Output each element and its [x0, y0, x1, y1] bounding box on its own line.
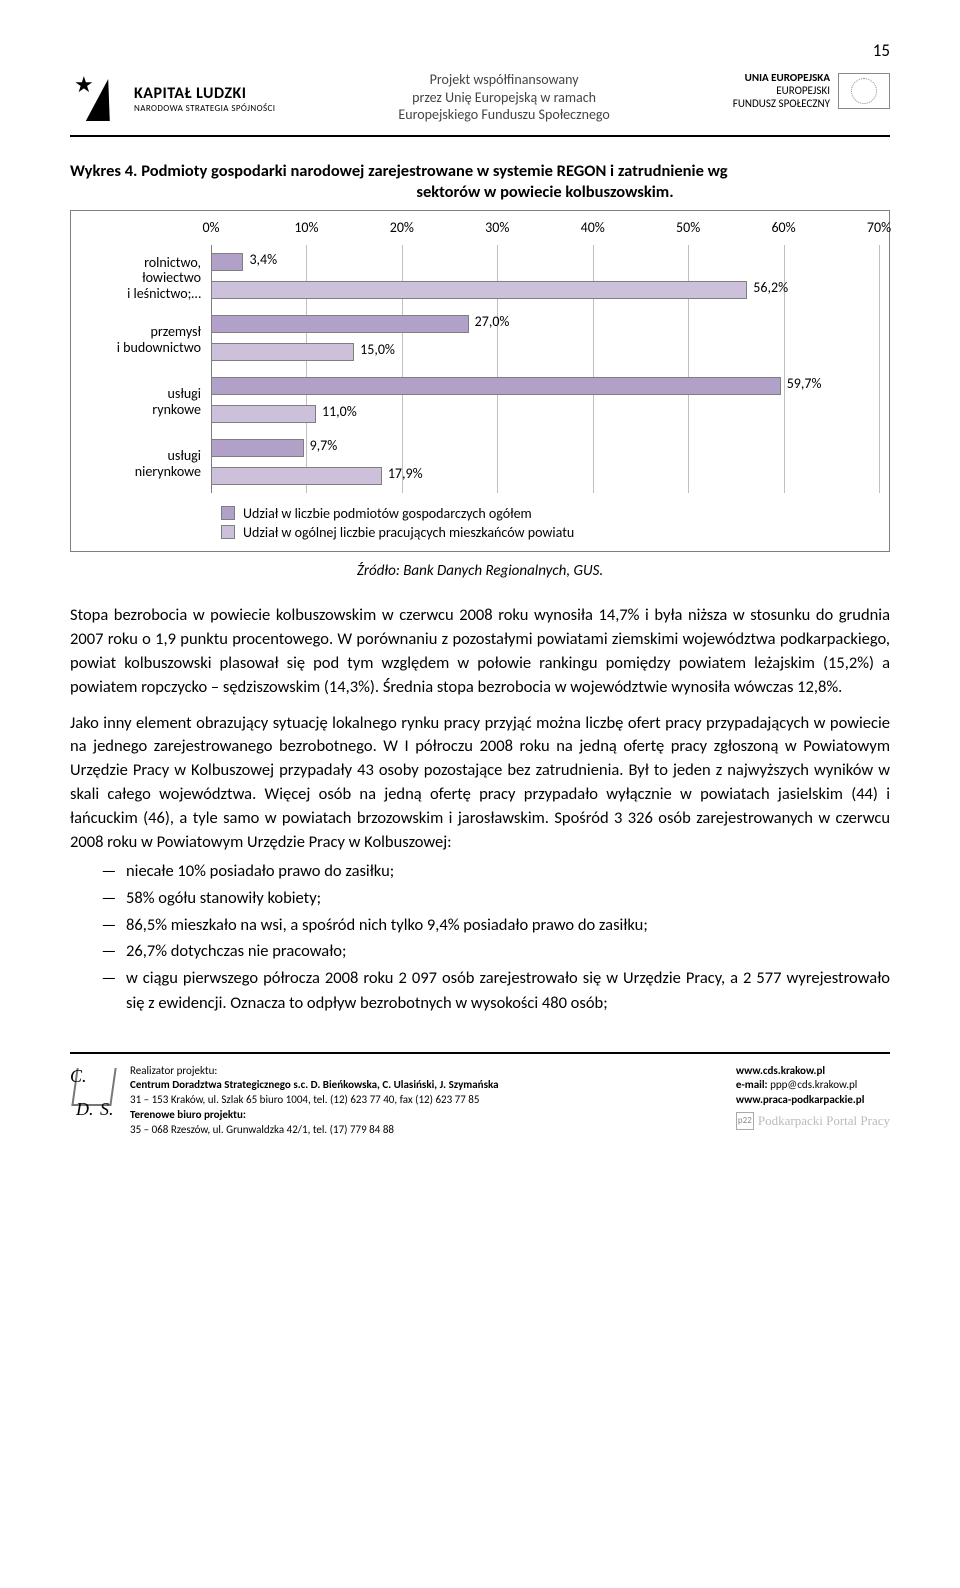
footer-rule: C.D.S. Realizator projektu: Centrum Dora… [70, 1052, 890, 1138]
bar-group: 3,4% 56,2% [211, 249, 879, 311]
chart-block: Wykres 4. Podmioty gospodarki narodowej … [70, 161, 890, 552]
chart-title-row2: sektorów w powiecie kolbuszowskim. [70, 182, 890, 203]
portal-text: Podkarpacki Portal Pracy [758, 1112, 890, 1130]
header-left: KAPITAŁ LUDZKI NARODOWA STRATEGIA SPÓJNO… [70, 71, 275, 127]
list-item: 26,7% dotychczas nie pracowało; [120, 939, 890, 964]
chart-title: Wykres 4. Podmioty gospodarki narodowej … [70, 161, 890, 204]
bar-group: 27,0% 15,0% [211, 311, 879, 373]
bar [211, 315, 469, 333]
y-category-label: usługirynkowe [81, 371, 211, 433]
header-right: UNIA EUROPEJSKA EUROPEJSKI FUNDUSZ SPOŁE… [733, 71, 890, 111]
x-tick: 0% [202, 219, 219, 236]
y-category-label: rolnictwo,łowiectwoi leśnictwo;… [81, 247, 211, 309]
footer-site2: www.praca-podkarpackie.pl [736, 1093, 890, 1108]
footer-email-label: e-mail: [736, 1078, 768, 1091]
footer-left: C.D.S. Realizator projektu: Centrum Dora… [70, 1064, 499, 1138]
header-left-title: KAPITAŁ LUDZKI [134, 84, 275, 103]
paragraph-2: Jako inny element obrazujący sytuację lo… [70, 712, 890, 856]
bar-value-label: 11,0% [322, 403, 357, 420]
bar-row: 9,7% [211, 435, 879, 461]
header-right-line3: FUNDUSZ SPOŁECZNY [733, 97, 830, 110]
page-number: 15 [70, 40, 890, 61]
bar [211, 377, 781, 395]
bar-value-label: 15,0% [360, 341, 395, 358]
chart-source: Źródło: Bank Danych Regionalnych, GUS. [70, 562, 890, 580]
x-tick: 70% [867, 219, 891, 236]
x-tick: 50% [676, 219, 700, 236]
bar [211, 343, 354, 361]
legend-item: Udział w ogólnej liczbie pracujących mie… [221, 524, 879, 541]
kapital-ludzki-logo-icon [70, 71, 126, 127]
x-tick: 30% [485, 219, 509, 236]
bar-value-label: 59,7% [787, 375, 822, 392]
x-tick: 40% [581, 219, 605, 236]
bar [211, 439, 304, 457]
bar-row: 59,7% [211, 373, 879, 399]
list-item: 58% ogółu stanowiły kobiety; [120, 886, 890, 911]
cds-logo-icon: C.D.S. [70, 1064, 120, 1120]
bar-row: 3,4% [211, 249, 879, 275]
footer-org: Centrum Doradztwa Strategicznego s.c. D.… [130, 1078, 499, 1093]
bar [211, 281, 747, 299]
list-item: niecałe 10% posiadało prawo do zasiłku; [120, 859, 890, 884]
bar [211, 467, 382, 485]
bar-row: 15,0% [211, 339, 879, 365]
x-tick: 60% [771, 219, 795, 236]
y-category-label: przemysłi budownictwo [81, 309, 211, 371]
bar-value-label: 27,0% [475, 313, 510, 330]
chart-title-row1: Wykres 4. Podmioty gospodarki narodowej … [70, 161, 890, 182]
header-center-line1: Projekt współfinansowany [398, 71, 609, 89]
header-center-line2: przez Unię Europejską w ramach [398, 89, 609, 107]
list-item: w ciągu pierwszego półrocza 2008 roku 2 … [120, 966, 890, 1016]
bar-group: 9,7% 17,9% [211, 435, 879, 497]
footer-site1: www.cds.krakow.pl [736, 1064, 890, 1079]
chart-xaxis: 0%10%20%30%40%50%60%70% [211, 219, 879, 245]
bar-value-label: 56,2% [753, 279, 788, 296]
footer: C.D.S. Realizator projektu: Centrum Dora… [70, 1064, 890, 1138]
chart-plot: 0%10%20%30%40%50%60%70% 3,4%56,2%27,0%15… [211, 219, 879, 495]
header-center-line3: Europejskiego Funduszu Społecznego [398, 106, 609, 124]
paragraph-1: Stopa bezrobocia w powiecie kolbuszowski… [70, 604, 890, 700]
bar-value-label: 9,7% [310, 437, 338, 454]
header-right-line1: UNIA EUROPEJSKA [733, 71, 830, 84]
chart-ylabels: rolnictwo,łowiectwoi leśnictwo;…przemysł… [81, 219, 211, 495]
bar [211, 253, 243, 271]
bar-value-label: 17,9% [388, 465, 423, 482]
chart-legend: Udział w liczbie podmiotów gospodarczych… [81, 505, 879, 541]
bar-row: 56,2% [211, 277, 879, 303]
list-item: 86,5% mieszkało na wsi, a spośród nich t… [120, 913, 890, 938]
footer-teren-label: Terenowe biuro projektu: [130, 1108, 499, 1123]
bar [211, 405, 316, 423]
header-right-line2: EUROPEJSKI [733, 84, 830, 97]
bar-row: 17,9% [211, 463, 879, 489]
footer-realizator-label: Realizator projektu: [130, 1064, 499, 1079]
footer-email: ppp@cds.krakow.pl [770, 1078, 857, 1091]
header-band: KAPITAŁ LUDZKI NARODOWA STRATEGIA SPÓJNO… [70, 71, 890, 137]
gridline [879, 245, 880, 493]
paragraph-2-text: Jako inny element obrazujący sytuację lo… [70, 713, 890, 853]
y-category-label: usługinierynkowe [81, 433, 211, 495]
header-center: Projekt współfinansowany przez Unię Euro… [398, 71, 609, 124]
footer-addr2: 35 – 068 Rzeszów, ul. Grunwaldzka 42/1, … [130, 1123, 499, 1138]
legend-item: Udział w liczbie podmiotów gospodarczych… [221, 505, 879, 522]
bullet-list: niecałe 10% posiadało prawo do zasiłku;5… [70, 859, 890, 1016]
portal-logo: p22 Podkarpacki Portal Pracy [736, 1112, 890, 1130]
legend-swatch-icon [221, 525, 235, 539]
bar-row: 27,0% [211, 311, 879, 337]
legend-label: Udział w liczbie podmiotów gospodarczych… [243, 505, 532, 522]
chart-grid: 3,4% 56,2% 27,0% 15,0% 59,7% 11,0% 9,7% 17,9% [211, 245, 879, 493]
header-left-sub: NARODOWA STRATEGIA SPÓJNOŚCI [134, 103, 275, 114]
chart-frame: rolnictwo,łowiectwoi leśnictwo;…przemysł… [70, 210, 890, 552]
footer-right: www.cds.krakow.pl e-mail: ppp@cds.krakow… [736, 1064, 890, 1131]
bar-group: 59,7% 11,0% [211, 373, 879, 435]
portal-logo-icon: p22 [736, 1112, 754, 1130]
x-tick: 20% [390, 219, 414, 236]
legend-label: Udział w ogólnej liczbie pracujących mie… [243, 524, 574, 541]
bar-value-label: 3,4% [249, 251, 277, 268]
legend-swatch-icon [221, 506, 235, 520]
bar-row: 11,0% [211, 401, 879, 427]
footer-addr1: 31 – 153 Kraków, ul. Szlak 65 biuro 1004… [130, 1093, 499, 1108]
eu-flag-icon [838, 73, 890, 109]
x-tick: 10% [294, 219, 318, 236]
